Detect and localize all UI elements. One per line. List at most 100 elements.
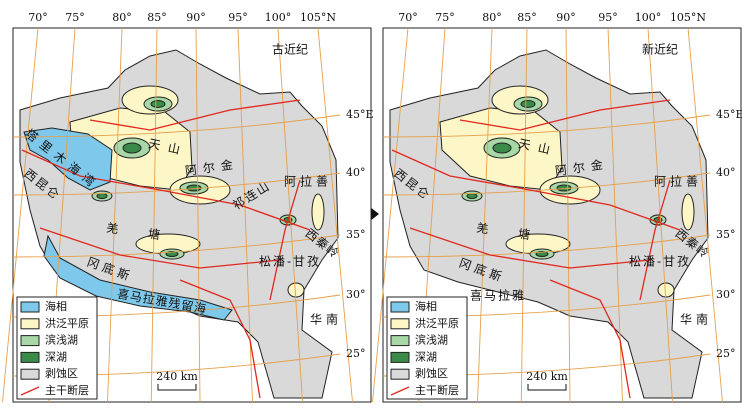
legend-label: 剥蚀区 — [45, 366, 78, 380]
deep-lake — [466, 193, 478, 199]
main-fault — [269, 179, 301, 301]
longitude-label: 70° — [398, 11, 418, 24]
main-fault — [21, 149, 311, 231]
legend-swatch — [390, 368, 410, 380]
longitude-label: 100° — [635, 11, 662, 24]
legend-label: 海相 — [45, 299, 67, 313]
legend-swatch — [20, 368, 40, 380]
deep-lake — [96, 193, 108, 199]
latitude-label: 40° — [716, 166, 736, 179]
latitude-label: 40° — [346, 166, 366, 179]
main-fault — [459, 99, 671, 131]
map-panel: 70° 75° 80° 85° 90° 95° 100° 105°N 45°E 40° 35° 30°… — [2, 11, 374, 403]
meridian — [195, 27, 201, 403]
parallel — [382, 172, 711, 196]
scale-bar — [157, 384, 197, 391]
meridian — [565, 27, 571, 403]
legend-label: 深湖 — [45, 350, 67, 363]
meridian — [317, 27, 353, 403]
latitude-label: 45°E — [346, 108, 374, 121]
main-fault — [549, 279, 631, 399]
legend-swatch — [20, 386, 40, 396]
legend-box — [16, 296, 98, 400]
longitude-label: 80° — [112, 11, 132, 24]
place-label: 阿尔金 — [554, 156, 610, 178]
meridian — [647, 27, 673, 403]
flood-plain — [657, 282, 675, 298]
flood-plain — [311, 193, 325, 231]
marine-area — [23, 127, 113, 191]
legend-swatch — [390, 351, 410, 363]
longitude-label: 95° — [598, 11, 618, 24]
main-fault — [179, 279, 261, 399]
place-label: 阿拉善 — [654, 174, 702, 189]
deep-lake — [492, 142, 512, 154]
legend-swatch — [20, 351, 40, 363]
meridian — [477, 27, 493, 403]
longitude-label: 85° — [147, 11, 167, 24]
longitude-label: 85° — [517, 11, 537, 24]
scale-bar — [527, 384, 567, 391]
longitude-label: 75° — [435, 11, 455, 24]
legend-label: 剥蚀区 — [415, 366, 448, 380]
legend-label: 滨浅湖 — [45, 333, 78, 347]
period-title: 古近纪 — [272, 42, 308, 57]
longitude-label: 80° — [482, 11, 502, 24]
place-label: 阿拉善 — [284, 174, 332, 189]
legend-label: 洪泛平原 — [45, 316, 89, 330]
latitude-label: 35° — [346, 228, 366, 241]
latitude-label: 30° — [716, 288, 736, 301]
legend-swatch — [390, 301, 410, 313]
legend-swatch — [20, 318, 40, 330]
scale-label: 240 km — [526, 370, 568, 383]
legend-label: 主干断层 — [45, 383, 89, 397]
longitude-label: 90° — [186, 11, 206, 24]
flood-plain — [681, 193, 695, 231]
meridian — [520, 27, 528, 403]
legend-swatch — [390, 386, 410, 396]
deep-lake — [520, 100, 536, 108]
place-label: 阿尔金 — [184, 156, 240, 178]
meridian — [372, 27, 409, 403]
main-fault — [89, 99, 301, 131]
parallel — [382, 114, 711, 138]
place-label: 喜马拉雅 — [470, 288, 526, 303]
latitude-label: 25° — [716, 347, 736, 360]
map-panel: 70° 75° 80° 85° 90° 95° 100° 105°N 45°E 40° 35° 30°… — [372, 11, 742, 403]
longitude-label: 100° — [265, 11, 292, 24]
legend-label: 滨浅湖 — [415, 333, 448, 347]
legend-swatch — [390, 318, 410, 330]
legend-swatch — [20, 301, 40, 313]
meridian — [2, 27, 39, 403]
legend-label: 深湖 — [415, 350, 437, 363]
parallel — [382, 234, 711, 258]
place-label: 华南 — [310, 312, 342, 327]
longitude-label: 75° — [65, 11, 85, 24]
legend-label: 海相 — [415, 299, 437, 313]
legend-label: 主干断层 — [415, 383, 459, 397]
legend-swatch — [20, 335, 40, 347]
parallel — [12, 172, 341, 196]
meridian — [107, 27, 123, 403]
deep-lake — [150, 100, 166, 108]
place-label: 松潘-甘孜 — [629, 255, 691, 269]
latitude-label: 45°E — [716, 108, 742, 121]
marine-area — [43, 234, 233, 321]
longitude-label: 90° — [556, 11, 576, 24]
latitude-label: 30° — [346, 288, 366, 301]
deep-lake — [122, 142, 142, 154]
latitude-label: 25° — [346, 347, 366, 360]
main-fault — [409, 227, 651, 269]
main-fault — [639, 179, 671, 301]
place-label: 华南 — [680, 312, 712, 327]
scale-label: 240 km — [156, 370, 198, 383]
longitude-label: 70° — [28, 11, 48, 24]
legend-label: 洪泛平原 — [415, 316, 459, 330]
longitude-label: 95° — [228, 11, 248, 24]
place-label: 松潘-甘孜 — [259, 255, 321, 269]
meridian — [150, 27, 158, 403]
longitude-label: 105°N — [300, 11, 336, 24]
legend-box — [386, 296, 468, 400]
flood-plain — [287, 282, 305, 298]
